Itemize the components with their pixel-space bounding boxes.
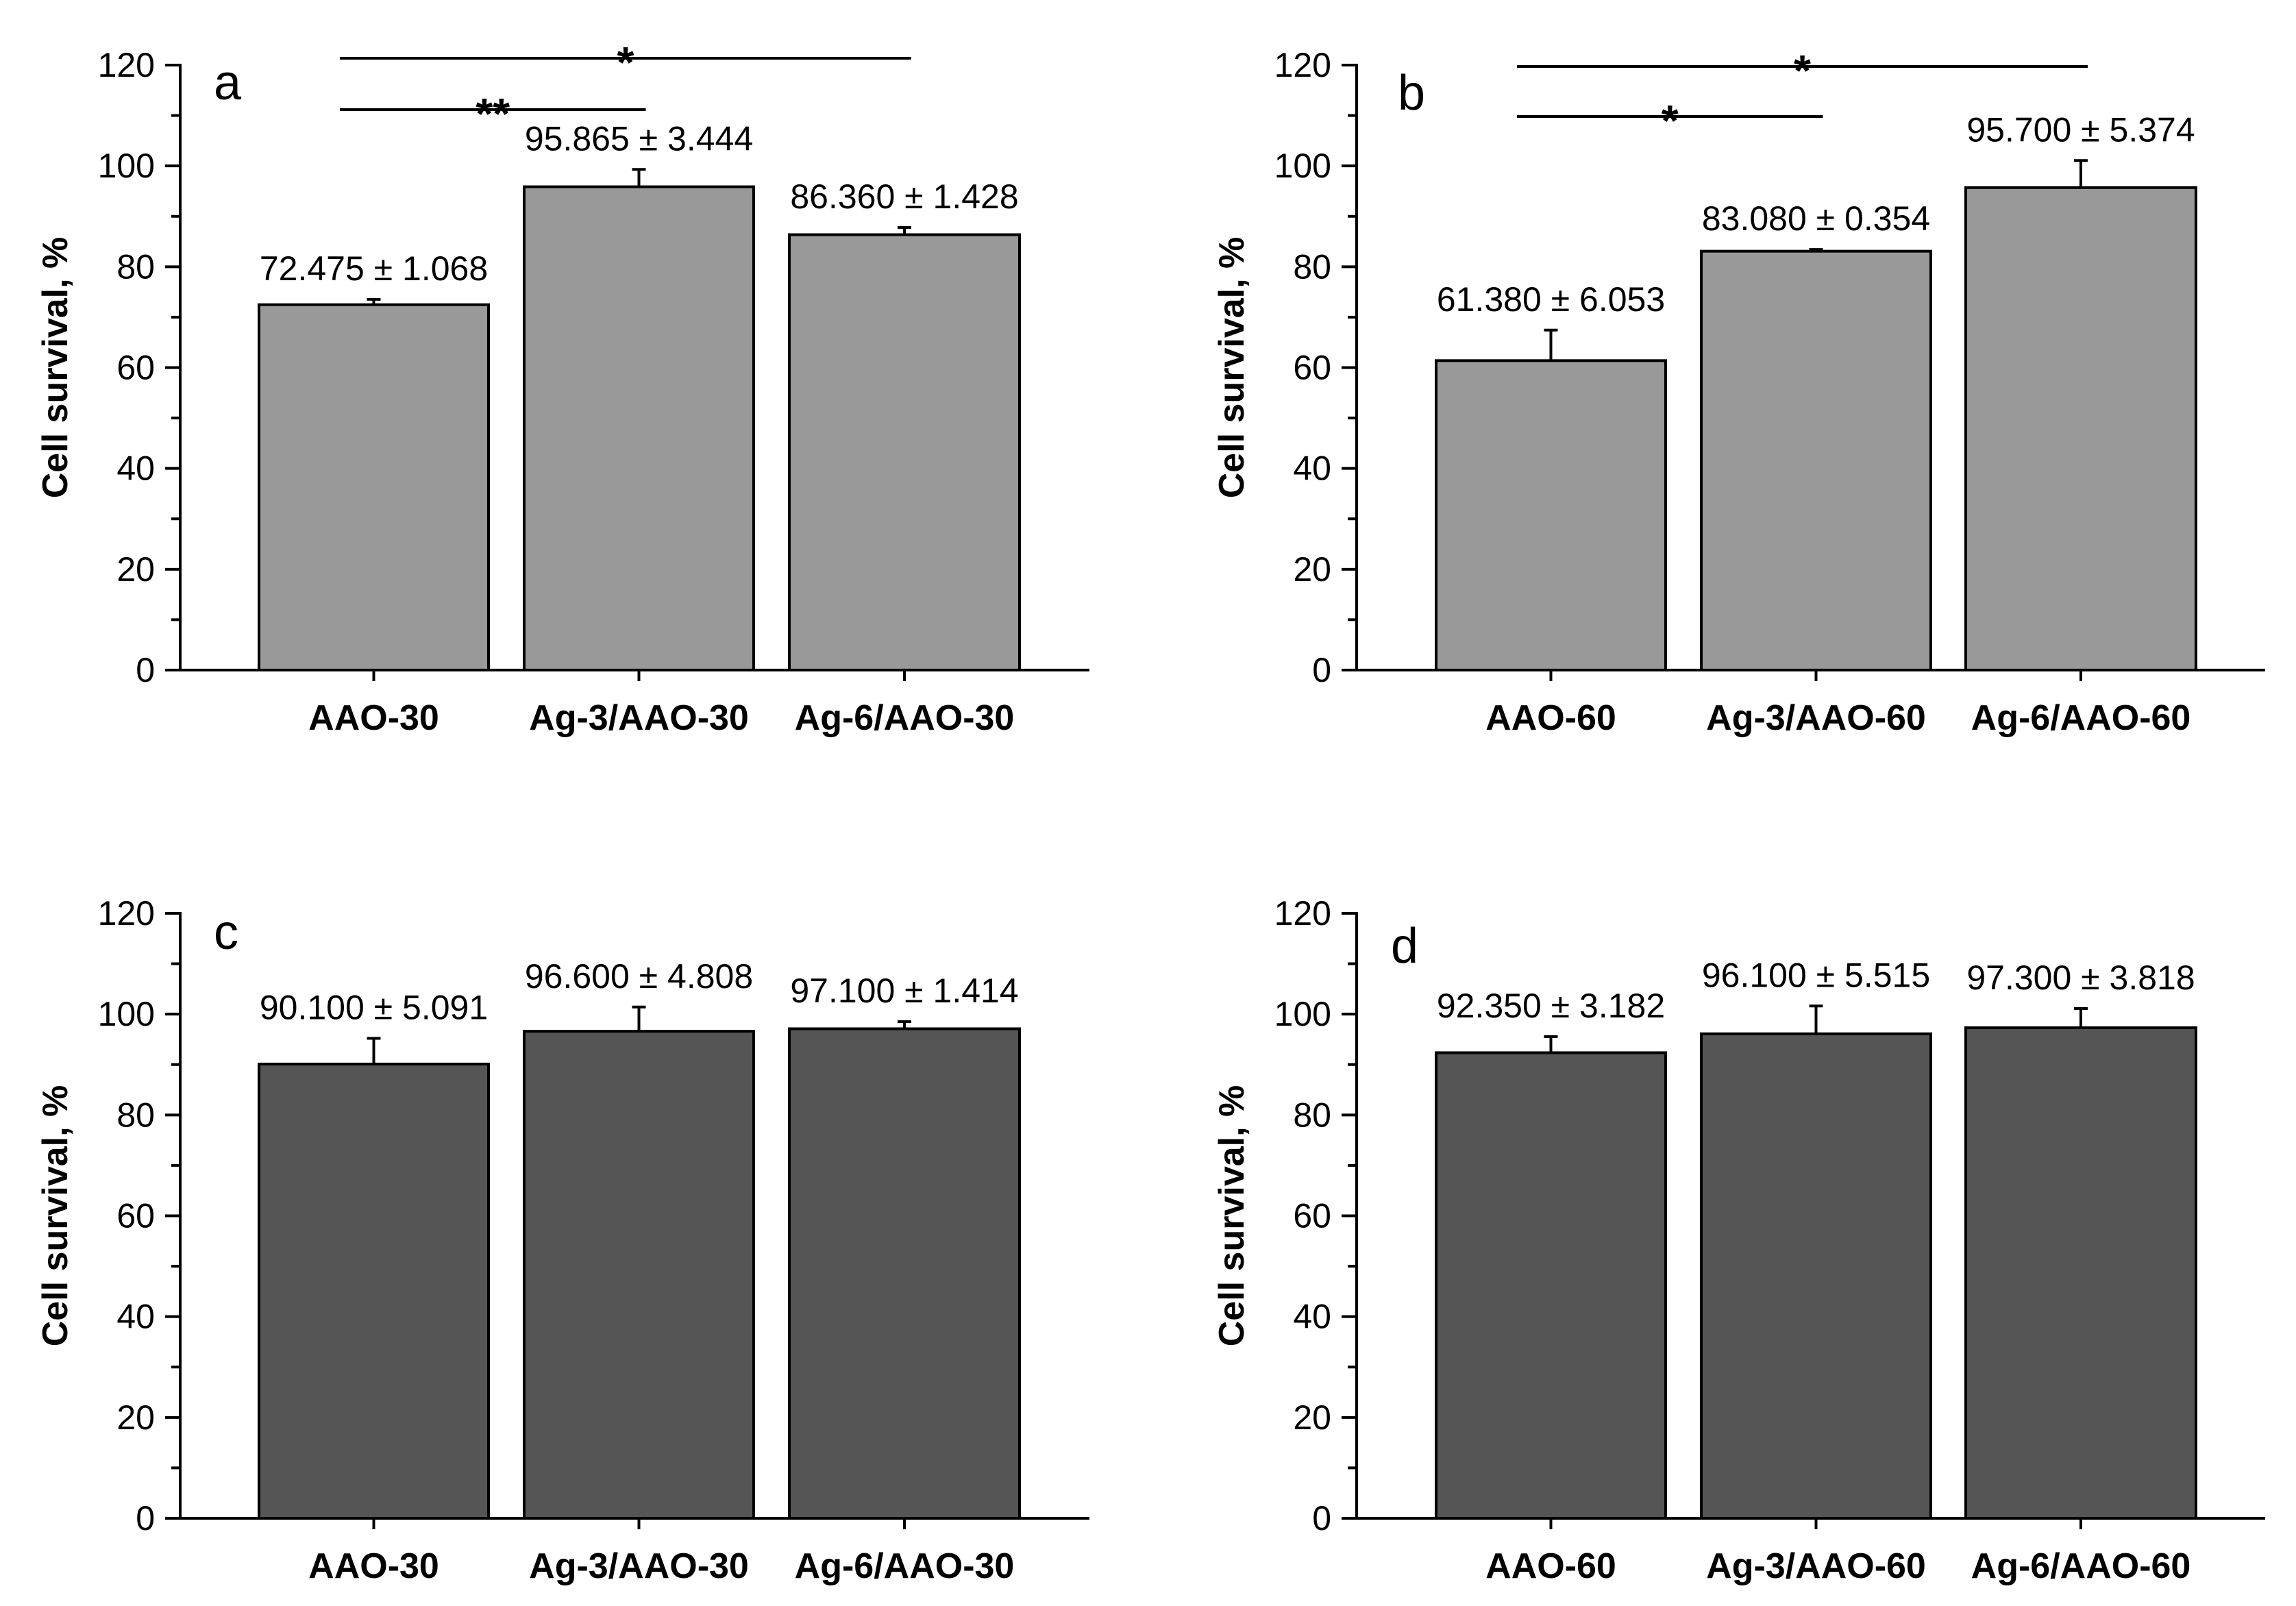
x-tick-label: Ag-3/AAO-30 bbox=[529, 1546, 749, 1586]
y-tick-label: 40 bbox=[116, 1298, 155, 1336]
x-tick-label: Ag-6/AAO-60 bbox=[1971, 698, 2191, 738]
data-label: 96.100 ± 5.515 bbox=[1702, 956, 1930, 994]
y-tick-label: 120 bbox=[1274, 894, 1331, 932]
y-axis-title: Cell survival, % bbox=[36, 1085, 75, 1347]
bar bbox=[1435, 1051, 1667, 1520]
significance-star: * bbox=[617, 38, 634, 87]
x-tick-label: AAO-30 bbox=[308, 698, 439, 738]
data-label: 92.350 ± 3.182 bbox=[1437, 987, 1665, 1025]
data-label: 95.700 ± 5.374 bbox=[1966, 110, 2195, 149]
y-tick-label: 60 bbox=[116, 1197, 155, 1235]
significance-star: * bbox=[1794, 46, 1811, 95]
bar bbox=[1700, 249, 1932, 671]
chart-panel-c: 90.100 ± 5.091 AAO-30 96.600 ± 4.808 Ag-3/A… bbox=[36, 894, 1089, 1586]
chart-panel-b: 61.380 ± 6.053 AAO-60 83.080 ± 0.354 Ag-3/A… bbox=[1212, 46, 2265, 738]
panel-letter: c bbox=[214, 905, 238, 960]
x-tick-label: AAO-60 bbox=[1485, 698, 1616, 738]
y-tick-label: 40 bbox=[116, 449, 155, 488]
panel-letter: d bbox=[1391, 919, 1418, 974]
y-tick-label: 100 bbox=[98, 995, 155, 1033]
bar bbox=[523, 185, 755, 671]
significance-star: * bbox=[1662, 96, 1679, 145]
x-tick-label: Ag-6/AAO-30 bbox=[795, 1546, 1015, 1586]
y-tick-label: 0 bbox=[1312, 651, 1331, 689]
y-tick-label: 80 bbox=[1293, 1096, 1331, 1134]
data-label: 83.080 ± 0.354 bbox=[1702, 199, 1930, 238]
bar bbox=[1435, 359, 1667, 672]
y-axis-title: Cell survival, % bbox=[1212, 237, 1252, 499]
x-tick-label: Ag-3/AAO-30 bbox=[529, 698, 749, 738]
significance-star: ** bbox=[476, 89, 510, 138]
x-tick-label: AAO-60 bbox=[1485, 1546, 1616, 1586]
data-label: 86.360 ± 1.428 bbox=[790, 177, 1018, 216]
y-tick-label: 0 bbox=[1312, 1499, 1331, 1537]
bar bbox=[258, 1063, 490, 1520]
y-tick-label: 0 bbox=[136, 1499, 155, 1537]
y-tick-label: 100 bbox=[1274, 995, 1331, 1033]
y-tick-label: 120 bbox=[1274, 46, 1331, 84]
y-tick-label: 100 bbox=[98, 147, 155, 185]
bar bbox=[788, 1027, 1021, 1520]
bar bbox=[258, 303, 490, 672]
data-label: 72.475 ± 1.068 bbox=[260, 249, 488, 288]
data-label: 96.600 ± 4.808 bbox=[525, 957, 753, 996]
y-tick-label: 40 bbox=[1293, 449, 1331, 488]
bar bbox=[788, 233, 1021, 671]
panel-letter: b bbox=[1398, 66, 1425, 121]
chart-panel-d: 92.350 ± 3.182 AAO-60 96.100 ± 5.515 Ag-3/A… bbox=[1212, 894, 2265, 1586]
chart-panel-a: 72.475 ± 1.068 AAO-30 95.865 ± 3.444 Ag-3/A… bbox=[36, 38, 1089, 738]
x-tick-label: AAO-30 bbox=[308, 1546, 439, 1586]
data-label: 95.865 ± 3.444 bbox=[525, 119, 753, 158]
bar bbox=[1964, 186, 2197, 671]
y-tick-label: 80 bbox=[116, 247, 155, 286]
bar bbox=[523, 1030, 755, 1520]
y-axis-title: Cell survival, % bbox=[1212, 1085, 1252, 1347]
y-tick-label: 80 bbox=[116, 1096, 155, 1134]
bar bbox=[1964, 1026, 2197, 1520]
y-tick-label: 20 bbox=[1293, 1398, 1331, 1437]
y-tick-label: 20 bbox=[1293, 550, 1331, 589]
y-tick-label: 20 bbox=[116, 550, 155, 589]
y-tick-label: 40 bbox=[1293, 1298, 1331, 1336]
y-tick-label: 60 bbox=[1293, 1197, 1331, 1235]
panel-letter: a bbox=[214, 55, 242, 110]
y-tick-label: 120 bbox=[98, 46, 155, 84]
y-axis-title: Cell survival, % bbox=[36, 237, 75, 499]
x-tick-label: Ag-6/AAO-60 bbox=[1971, 1546, 2191, 1586]
y-tick-label: 100 bbox=[1274, 147, 1331, 185]
data-label: 61.380 ± 6.053 bbox=[1437, 280, 1665, 319]
data-label: 97.100 ± 1.414 bbox=[790, 972, 1018, 1010]
y-tick-label: 120 bbox=[98, 894, 155, 932]
y-tick-label: 20 bbox=[116, 1398, 155, 1437]
y-tick-label: 80 bbox=[1293, 247, 1331, 286]
x-tick-label: Ag-6/AAO-30 bbox=[795, 698, 1015, 738]
y-tick-label: 60 bbox=[1293, 349, 1331, 387]
y-tick-label: 0 bbox=[136, 651, 155, 689]
x-tick-label: Ag-3/AAO-60 bbox=[1706, 698, 1926, 738]
data-label: 90.100 ± 5.091 bbox=[260, 989, 488, 1027]
bar bbox=[1700, 1032, 1932, 1520]
x-tick-label: Ag-3/AAO-60 bbox=[1706, 1546, 1926, 1586]
y-tick-label: 60 bbox=[116, 349, 155, 387]
data-label: 97.300 ± 3.818 bbox=[1966, 959, 2195, 997]
